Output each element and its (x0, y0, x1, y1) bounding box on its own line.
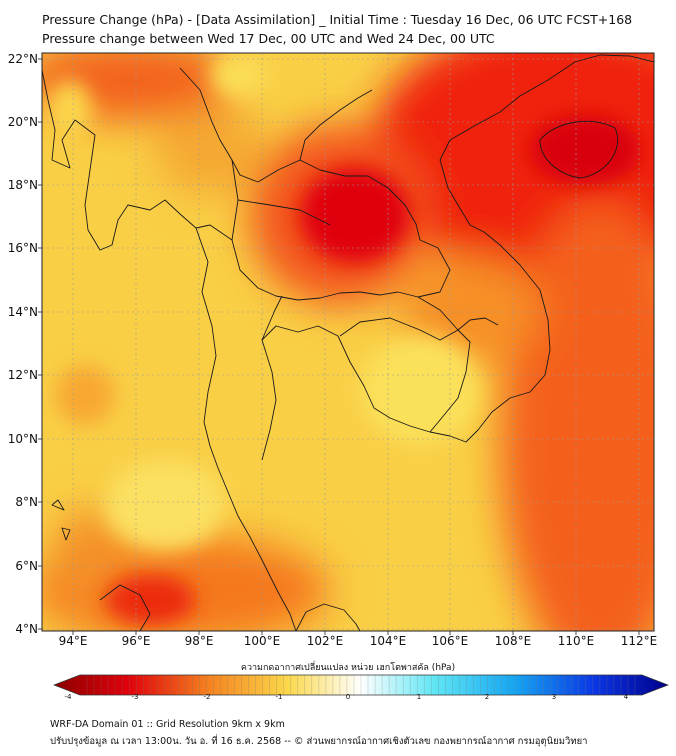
lat-tick-label: 20°N (7, 115, 38, 129)
colorbar-outline (53, 674, 669, 696)
colorbar-tick-label: 1 (416, 693, 422, 701)
colorbar-tick-label: -3 (131, 693, 139, 701)
lat-tick-label: 8°N (15, 495, 38, 509)
lon-tick-label: 96°E (121, 634, 151, 648)
lat-tick-label: 16°N (7, 241, 38, 255)
pressure-field (42, 53, 654, 631)
colorbar-label: ความกดอากาศเปลี่ยนแปลง หน่วย เฮกโตพาสคัล… (240, 663, 456, 673)
colorbar-tick-label: -1 (275, 693, 283, 701)
colorbar-tick-label: 3 (551, 693, 557, 701)
lon-tick-label: 112°E (620, 634, 658, 648)
lat-tick-label: 14°N (7, 305, 38, 319)
lon-tick-label: 104°E (369, 634, 407, 648)
chart-subtitle: Pressure change between Wed 17 Dec, 00 U… (42, 31, 495, 46)
lon-tick-label: 102°E (306, 634, 344, 648)
coastlines-and-borders (42, 54, 654, 631)
colorbar-tick-label: 4 (623, 693, 629, 701)
lat-tick-label: 10°N (7, 432, 38, 446)
lat-tick-label: 22°N (7, 52, 38, 66)
footer-credit: ปรับปรุงข้อมูล ณ เวลา 13:00น. วัน อ. ที่… (50, 736, 588, 747)
lon-tick-label: 94°E (58, 634, 88, 648)
colorbar-tick-label: 0 (345, 693, 351, 701)
lon-tick-label: 100°E (243, 634, 281, 648)
footer-domain-info: WRF-DA Domain 01 :: Grid Resolution 9km … (50, 719, 285, 730)
colorbar-tick-label: 2 (484, 693, 490, 701)
map-gridlines (42, 53, 654, 631)
lon-tick-label: 98°E (184, 634, 214, 648)
colorbar (53, 674, 669, 696)
map-frame (41, 52, 655, 632)
axis-tick-marks (38, 58, 640, 635)
chart-title: Pressure Change (hPa) - [Data Assimilati… (42, 12, 633, 27)
lat-tick-label: 4°N (15, 622, 38, 636)
colorbar-divisions (86, 675, 636, 695)
colorbar-tick-label: -4 (64, 693, 72, 701)
lat-tick-label: 6°N (15, 559, 38, 573)
lon-tick-label: 108°E (494, 634, 532, 648)
lon-tick-label: 110°E (557, 634, 595, 648)
colorbar-tick-label: -2 (203, 693, 211, 701)
lat-tick-label: 18°N (7, 178, 38, 192)
colorbar-gradient (54, 675, 668, 695)
lon-tick-label: 106°E (431, 634, 469, 648)
lat-tick-label: 12°N (7, 368, 38, 382)
